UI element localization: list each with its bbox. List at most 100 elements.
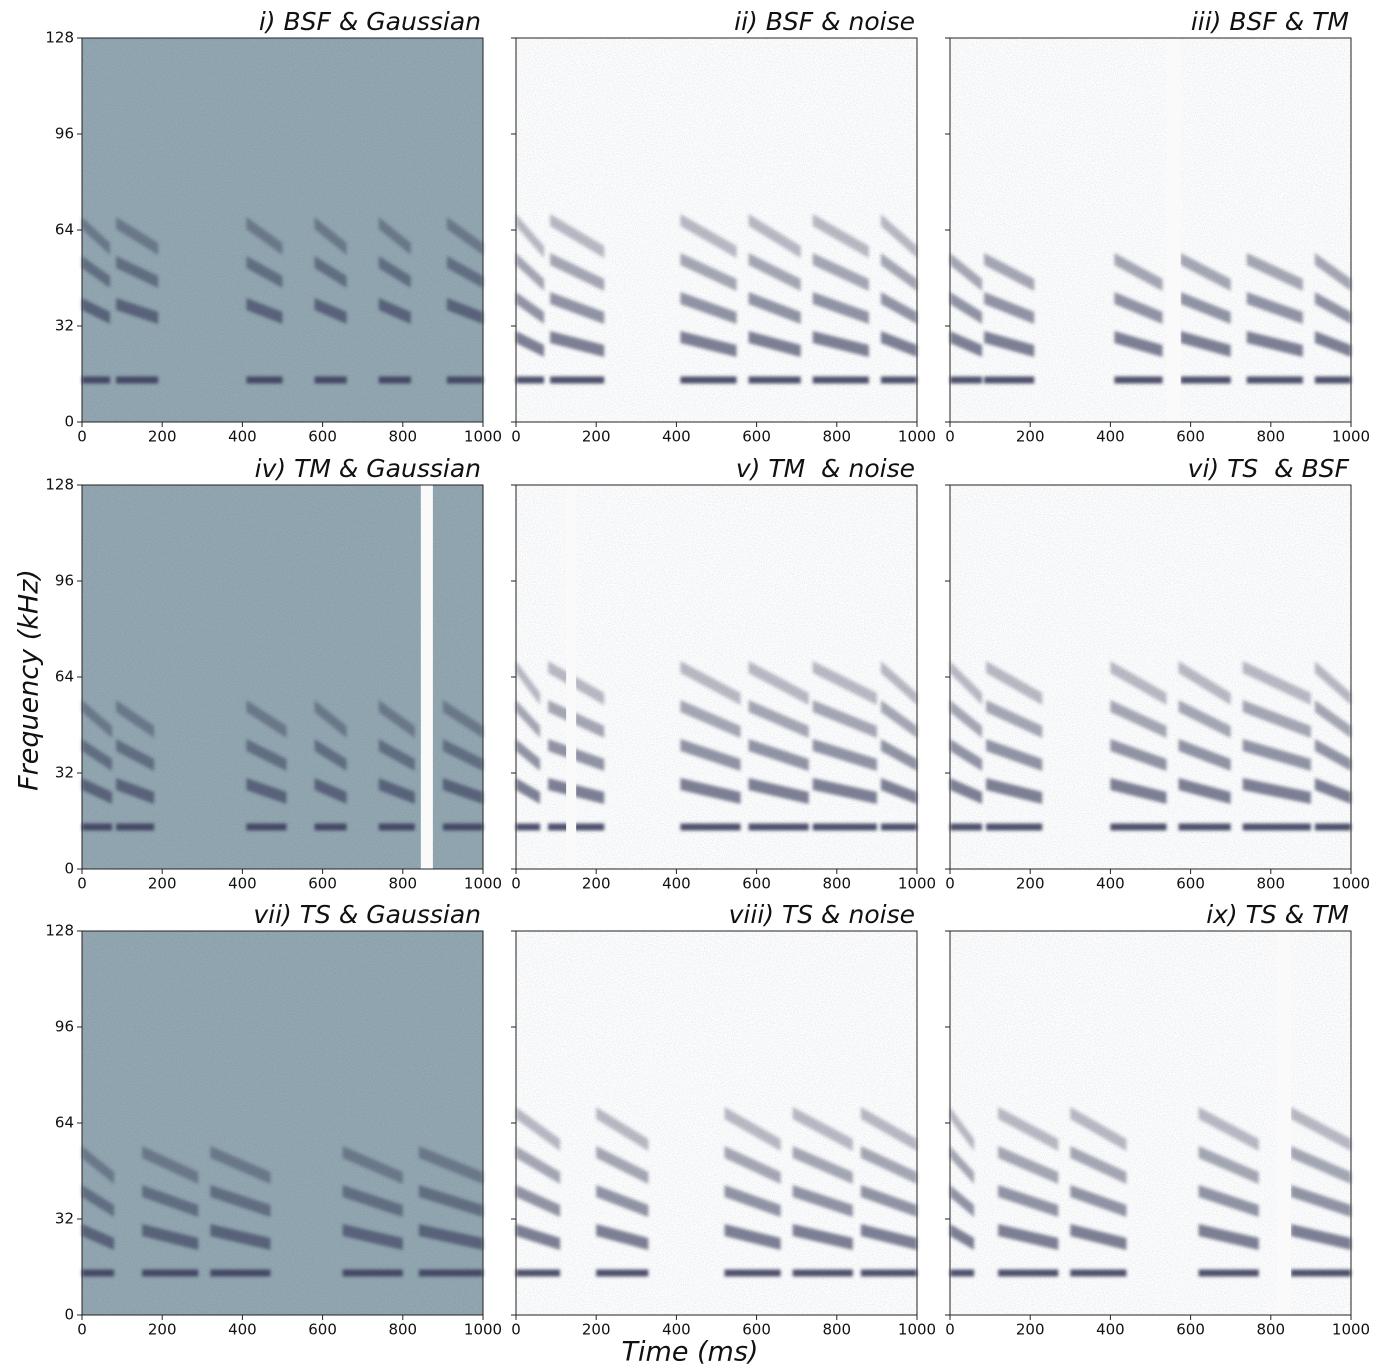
harmonic-band xyxy=(1314,376,1351,384)
harmonic-band xyxy=(246,823,287,831)
harmonic-band xyxy=(1198,1224,1259,1250)
harmonic-band xyxy=(1242,700,1311,738)
x-tick-label: 600 xyxy=(1176,875,1205,893)
y-tick-label: 32 xyxy=(55,764,74,782)
harmonic-band xyxy=(1290,1185,1351,1217)
harmonic-band xyxy=(516,739,541,771)
harmonic-band xyxy=(880,331,917,357)
harmonic-band xyxy=(998,1107,1059,1151)
harmonic-band xyxy=(116,823,155,831)
harmonic-band xyxy=(950,823,983,831)
harmonic-band xyxy=(986,661,1043,705)
harmonic-band xyxy=(998,1269,1059,1277)
harmonic-band xyxy=(550,214,605,258)
harmonic-band xyxy=(812,376,869,384)
harmonic-band xyxy=(880,376,917,384)
harmonic-band xyxy=(1070,1269,1127,1277)
harmonic-band xyxy=(1198,1269,1259,1277)
harmonic-band xyxy=(1070,1107,1127,1151)
x-tick-label: 1000 xyxy=(464,1321,502,1339)
masked-band xyxy=(1166,38,1181,422)
harmonic-band xyxy=(1246,331,1303,357)
harmonic-band xyxy=(1198,1185,1259,1217)
x-tick-label: 1000 xyxy=(898,1321,936,1339)
harmonic-band xyxy=(142,1146,199,1184)
harmonic-band xyxy=(680,376,737,384)
y-tick-label: 96 xyxy=(55,1018,74,1036)
harmonic-band xyxy=(792,1224,853,1250)
harmonic-band xyxy=(792,1185,853,1217)
syllables xyxy=(516,214,917,384)
x-tick-label: 600 xyxy=(742,875,771,893)
x-tick-label: 200 xyxy=(582,1321,611,1339)
panel-title: i) BSF & Gaussian xyxy=(259,7,481,36)
syllables xyxy=(516,1107,917,1277)
x-tick-label: 0 xyxy=(511,1321,521,1339)
x-tick-label: 800 xyxy=(388,875,417,893)
harmonic-band xyxy=(880,253,917,291)
masked-band xyxy=(420,485,433,869)
harmonic-band xyxy=(596,1224,649,1250)
y-tick-label: 96 xyxy=(55,572,74,590)
harmonic-band xyxy=(418,1146,483,1184)
harmonic-band xyxy=(1110,739,1167,771)
harmonic-band xyxy=(516,661,541,705)
syllables xyxy=(82,217,483,384)
harmonic-band xyxy=(516,331,545,357)
panel-title: vii) TS & Gaussian xyxy=(253,900,481,929)
harmonic-band xyxy=(792,1107,853,1151)
noise-texture xyxy=(516,485,917,869)
syllables xyxy=(950,253,1351,384)
harmonic-band xyxy=(1180,253,1231,291)
harmonic-band xyxy=(724,1224,781,1250)
harmonic-band xyxy=(142,1224,199,1250)
harmonic-band xyxy=(1314,292,1351,324)
panel-title: iii) BSF & TM xyxy=(1191,7,1349,36)
harmonic-band xyxy=(812,700,877,738)
syllables xyxy=(950,1107,1351,1277)
x-tick-label: 800 xyxy=(1256,875,1285,893)
harmonic-band xyxy=(446,298,483,324)
harmonic-band xyxy=(812,331,869,357)
x-tick-label: 800 xyxy=(822,1321,851,1339)
harmonic-band xyxy=(516,214,545,258)
harmonic-band xyxy=(986,739,1043,771)
harmonic-band xyxy=(82,739,113,771)
harmonic-band xyxy=(116,256,159,288)
harmonic-band xyxy=(748,292,801,324)
y-tick-label: 32 xyxy=(55,317,74,335)
harmonic-band xyxy=(442,700,483,738)
x-tick-label: 800 xyxy=(1256,1321,1285,1339)
harmonic-band xyxy=(748,823,809,831)
x-tick-label: 200 xyxy=(148,875,177,893)
x-tick-label: 400 xyxy=(228,1321,257,1339)
harmonic-band xyxy=(950,739,983,771)
harmonic-band xyxy=(446,256,483,288)
harmonic-band xyxy=(680,214,737,258)
x-tick-label: 800 xyxy=(822,875,851,893)
x-tick-label: 400 xyxy=(1096,428,1125,446)
x-tick-label: 1000 xyxy=(464,428,502,446)
y-axis-label: Frequency (kHz) xyxy=(14,569,45,791)
harmonic-band xyxy=(550,253,605,291)
harmonic-band xyxy=(246,256,283,288)
x-tick-label: 200 xyxy=(148,1321,177,1339)
y-tick-label: 128 xyxy=(45,476,74,494)
x-tick-label: 600 xyxy=(308,1321,337,1339)
harmonic-band xyxy=(116,700,155,738)
harmonic-band xyxy=(680,778,741,804)
y-tick-label: 0 xyxy=(64,860,74,878)
harmonic-band xyxy=(950,253,983,291)
x-tick-label: 600 xyxy=(1176,1321,1205,1339)
harmonic-band xyxy=(860,1146,917,1184)
harmonic-band xyxy=(550,376,605,384)
harmonic-band xyxy=(880,823,917,831)
harmonic-band xyxy=(880,661,917,705)
x-tick-label: 600 xyxy=(308,428,337,446)
x-tick-label: 1000 xyxy=(1332,428,1370,446)
harmonic-band xyxy=(1110,700,1167,738)
x-tick-label: 0 xyxy=(77,428,87,446)
harmonic-band xyxy=(748,661,809,705)
y-tick-label: 64 xyxy=(55,668,74,686)
harmonic-band xyxy=(596,1269,649,1277)
